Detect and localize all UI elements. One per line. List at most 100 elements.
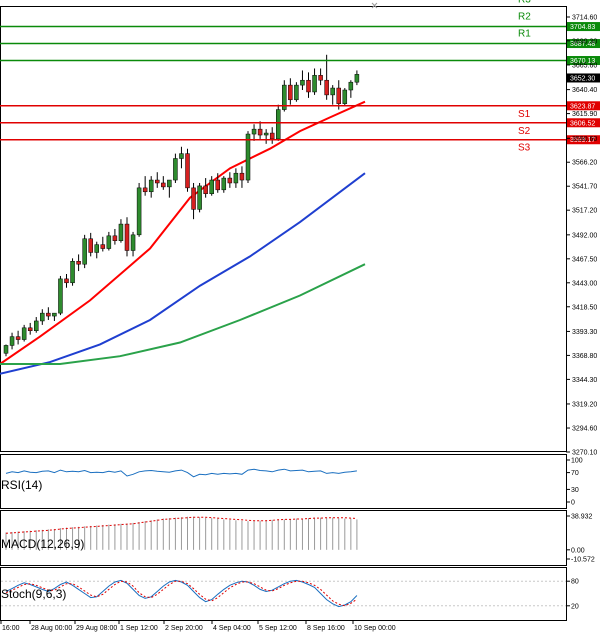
candle-body [179,153,184,159]
candle [348,80,354,98]
time-tick-label: 4 Sep 04:00 [213,625,251,632]
candle [203,178,208,198]
candle-body [348,81,354,91]
price-tick-label: 3319.20 [572,401,597,408]
candle [64,273,69,288]
candle [9,332,15,350]
candle-body [27,327,33,331]
candle [88,232,93,257]
time-tick-label: 1 Sep 12:00 [120,625,158,632]
indicator-tick-label: 0 [571,500,575,507]
candle-body [15,336,21,340]
time-axis: 16:00 28 Aug 00:00 29 Aug 08:00 1 Sep 12:00… [0,620,396,632]
stoch-panel: 80 20 Stoch(9,6,3) [0,567,579,621]
indicator-name: RSI(14) [1,478,42,492]
price-tick-label: 3665.60 [572,62,597,69]
candle [257,121,263,139]
indicator-tick-label: 100 [571,458,583,465]
candle [185,148,190,192]
indicator-frame [0,454,567,509]
price-axis: 3714.60 3690.30 3665.60 3640.40 3615.90 3590.… [566,15,597,457]
candle [269,127,275,144]
candle-body [76,261,81,265]
candle-body [82,238,87,265]
price-tick-label: 3640.40 [572,87,597,94]
level-price-box [567,101,600,111]
candle [106,231,112,251]
level-price-label: 3670.13 [570,58,595,65]
indicator-signal-line [5,580,358,607]
candle [282,80,287,112]
candle-body [354,74,360,83]
price-tick-label: 3393.30 [572,329,597,336]
level-s1: S1 3623.87 [0,101,600,120]
candle-body [336,87,341,104]
indicator-tick-label: 80 [571,579,579,586]
support-resistance-levels: R3 3704.83 R2 3687.48 R1 3670.13 S1 3623.87 S2 36… [0,0,600,154]
candle-body [9,336,15,346]
candle-body [257,128,263,136]
candle-body [251,128,257,135]
candle [70,258,75,286]
level-price-box [567,39,600,49]
candle [251,124,257,141]
indicator-tick-label: 30 [571,487,579,494]
main-panel-frame [0,6,567,452]
candle-body [330,87,335,96]
indicator-tick-label: 20 [571,603,579,610]
candle [82,234,87,269]
candle-body [40,312,45,322]
candle [167,179,172,198]
macd-panel: 38.932 0.00 -10.572 MACD(12,26,9) [0,510,595,566]
price-tick-label: 3615.90 [572,111,597,118]
candle [354,70,360,86]
indicator-name: MACD(12,26,9) [1,537,84,551]
level-price-box [567,135,600,145]
candle-body [215,179,220,191]
level-price-label: 3687.48 [570,41,595,48]
candle-body [130,234,136,251]
price-tick-label: 3517.20 [572,208,597,215]
candle [136,182,142,237]
candle-body [58,278,63,314]
candle [161,176,166,190]
rsi-panel: 100 70 30 0 RSI(14) [0,454,583,509]
time-tick-label: 28 Aug 00:00 [31,625,72,632]
candle [330,85,335,105]
level-s2: S2 3606.52 [0,118,600,137]
ma-slow-line [0,263,366,365]
candle [94,241,99,259]
candle [221,176,227,193]
candle-body [100,244,106,249]
candle-body [227,177,233,184]
price-tick-label: 3270.10 [572,450,597,457]
indicator-tick-label: 0.00 [571,547,585,554]
candle-body [203,185,208,194]
candle [155,172,160,188]
price-tick-label: 3294.60 [572,426,597,433]
candle-body [276,109,281,140]
level-r3: R3 3704.83 [0,0,600,32]
price-tick-label: 3344.30 [572,377,597,384]
level-name: S3 [518,143,531,154]
candle [76,254,81,272]
candle-body [155,179,160,184]
candle-body [197,185,202,210]
candle [142,176,148,196]
close-button[interactable] [371,2,378,9]
candle [112,228,118,245]
candle [15,330,21,345]
candle-body [306,79,311,93]
candle-body [245,133,251,181]
candle [294,82,299,102]
level-price-box [567,56,600,66]
candle-body [282,84,287,110]
candle [58,275,63,316]
time-tick-label: 8 Sep 16:00 [307,625,345,632]
candle [227,172,233,188]
candle-body [269,132,275,140]
candle-body [34,320,39,331]
candle-body [209,179,214,194]
indicator-tick-label: 70 [571,470,579,477]
